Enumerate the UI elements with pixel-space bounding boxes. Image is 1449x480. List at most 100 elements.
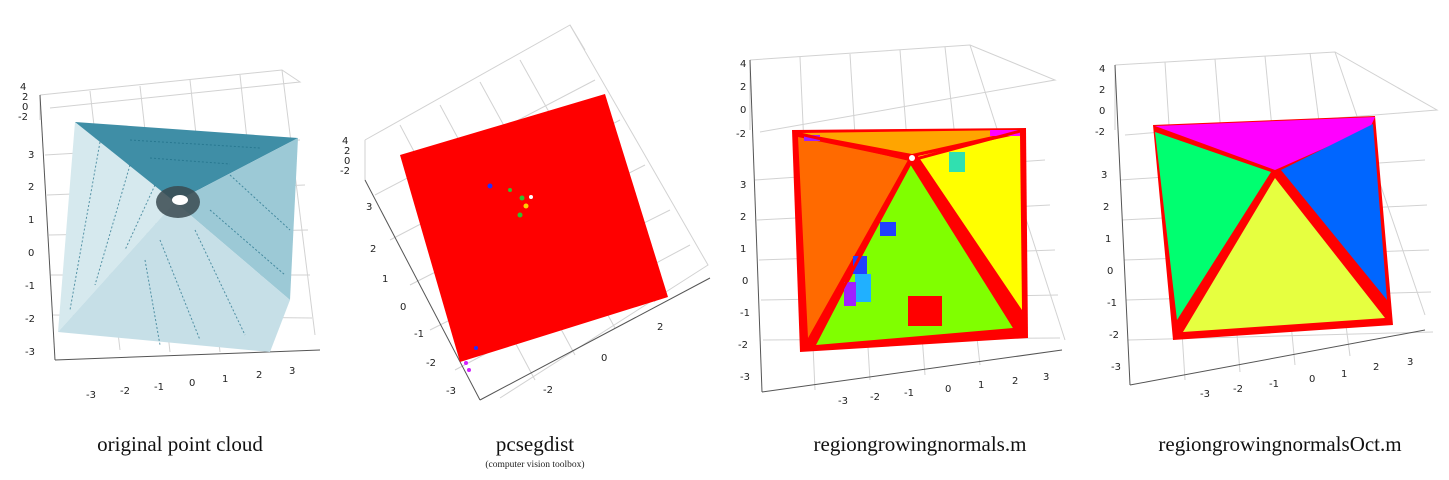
- segment-top: [1155, 117, 1375, 170]
- x-tick-label: 3: [289, 366, 295, 377]
- y-tick-label: -1: [740, 308, 750, 319]
- z-tick-label: 0: [740, 105, 746, 116]
- segment-main: [400, 94, 668, 362]
- x-tick-label: 1: [978, 380, 984, 391]
- x-tick-label: -2: [870, 392, 880, 403]
- x-tick-label: 2: [256, 370, 262, 381]
- x-tick-label: 1: [1341, 369, 1347, 380]
- x-tick-label: 0: [945, 384, 951, 395]
- x-tick-label: 0: [1309, 374, 1315, 385]
- tick-labels: 4 2 0 -2 3 2 1 0 -1 -2 -3 -3 -2 -1 0 1 2…: [1095, 64, 1413, 400]
- tick-labels: 4 2 0 -2 3 2 1 0 -1 -2 -3 -3 -2 -1 0 1 2…: [736, 59, 1049, 407]
- caption-pcsegdist: pcsegdist: [495, 432, 575, 456]
- z-tick-label: 4: [740, 59, 746, 70]
- segment-left: [798, 137, 908, 338]
- y-tick-label: 1: [28, 215, 34, 226]
- panel-original-point-cloud: 4 2 0 -2 3 2 1 0 -1 -2 -3 -3 -2 -1 0 1 2…: [18, 69, 321, 401]
- axis-lines: [39, 94, 321, 361]
- x-tick-label: 1: [222, 374, 228, 385]
- x-tick-label: -1: [154, 382, 164, 393]
- y-tick-label: 0: [742, 276, 748, 287]
- y-tick-label: 1: [740, 244, 746, 255]
- patch-magenta: [990, 130, 1020, 136]
- subcaption-pcsegdist: (computer vision toolbox): [485, 460, 585, 470]
- face-left: [58, 122, 175, 332]
- y-tick-label: 2: [740, 212, 746, 223]
- y-tick-label: 1: [1105, 234, 1111, 245]
- y-tick-label: 3: [366, 202, 372, 213]
- point-cloud: [1153, 116, 1393, 340]
- face-top: [75, 122, 298, 202]
- segment-left: [1155, 132, 1271, 320]
- x-tick-label: 0: [601, 353, 607, 364]
- segment-bottom: [1183, 178, 1385, 332]
- ridge-line: [812, 159, 914, 343]
- x-tick-label: 2: [1373, 362, 1379, 373]
- y-tick-label: -1: [25, 281, 35, 292]
- x-tick-label: 3: [1043, 372, 1049, 383]
- face-bottom: [58, 202, 290, 352]
- z-tick-label: 0: [1099, 106, 1105, 117]
- y-tick-label: 2: [370, 244, 376, 255]
- point-cloud: [792, 128, 1028, 352]
- z-tick-label: -2: [340, 166, 350, 177]
- y-tick-label: 3: [28, 150, 34, 161]
- z-tick-label: 4: [1099, 64, 1105, 75]
- z-tick-label: 4: [20, 82, 26, 93]
- y-tick-label: 3: [1101, 170, 1107, 181]
- x-tick-label: -1: [904, 388, 914, 399]
- apex-highlight: [909, 155, 915, 161]
- z-tick-label: -2: [1095, 127, 1105, 138]
- speck: [467, 368, 471, 372]
- segment-top: [800, 130, 1020, 154]
- ridge-line: [910, 159, 1018, 331]
- y-tick-label: 2: [28, 182, 34, 193]
- x-tick-label: -2: [543, 385, 553, 396]
- y-tick-label: 0: [28, 248, 34, 259]
- z-tick-label: 0: [22, 102, 28, 113]
- x-tick-label: 0: [189, 378, 195, 389]
- z-tick-label: 2: [22, 92, 28, 103]
- patch-blue: [880, 222, 896, 236]
- y-tick-label: -2: [25, 314, 35, 325]
- y-tick-label: -1: [414, 329, 424, 340]
- patch-violet: [844, 282, 856, 306]
- z-tick-label: 2: [344, 146, 350, 157]
- segment-right: [1281, 124, 1387, 300]
- y-tick-label: -3: [25, 347, 35, 358]
- caption-regiongrowingnormals: regiongrowingnormals.m: [813, 432, 1027, 456]
- x-tick-label: -1: [1269, 379, 1279, 390]
- y-tick-label: -2: [1109, 330, 1119, 341]
- point-cloud: [400, 94, 668, 372]
- speck: [517, 212, 523, 218]
- x-tick-label: 2: [657, 322, 663, 333]
- x-tick-label: -3: [838, 396, 848, 407]
- panel-pcsegdist: 4 2 0 -2 3 2 1 0 -1 -2 -3 2 0 -2: [340, 24, 711, 401]
- x-tick-label: -3: [86, 390, 96, 401]
- z-tick-label: -2: [18, 112, 28, 123]
- y-tick-label: 0: [1107, 266, 1113, 277]
- speck: [508, 188, 512, 192]
- y-tick-label: -3: [740, 372, 750, 383]
- speck: [523, 203, 529, 209]
- y-tick-label: 0: [400, 302, 406, 313]
- patch-cyan: [855, 274, 871, 302]
- speck: [529, 195, 533, 199]
- y-tick-label: -1: [1107, 298, 1117, 309]
- z-tick-label: 4: [342, 136, 348, 147]
- z-tick-label: 0: [344, 156, 350, 167]
- panel-regiongrowingnormals: 4 2 0 -2 3 2 1 0 -1 -2 -3 -3 -2 -1 0 1 2…: [736, 44, 1066, 407]
- y-tick-label: -2: [738, 340, 748, 351]
- x-tick-label: -2: [1233, 384, 1243, 395]
- y-tick-label: -3: [1111, 362, 1121, 373]
- patch-red: [908, 296, 942, 326]
- y-tick-label: 3: [740, 180, 746, 191]
- x-tick-label: 2: [1012, 376, 1018, 387]
- z-tick-label: 2: [740, 82, 746, 93]
- panel-regiongrowingnormalsoct: 4 2 0 -2 3 2 1 0 -1 -2 -3 -3 -2 -1 0 1 2…: [1095, 51, 1439, 400]
- tick-labels: 4 2 0 -2 3 2 1 0 -1 -2 -3 -3 -2 -1 0 1 2…: [18, 82, 295, 401]
- y-tick-label: 2: [1103, 202, 1109, 213]
- speck: [487, 183, 493, 189]
- y-tick-label: 1: [382, 274, 388, 285]
